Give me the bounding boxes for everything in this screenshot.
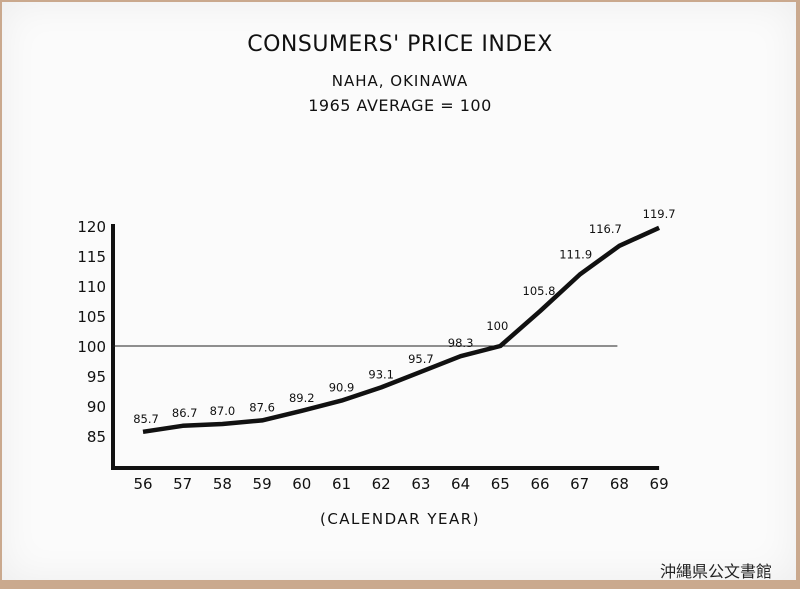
cpi-series-line — [142, 225, 661, 435]
data-label: 100 — [486, 319, 508, 333]
x-tick-label: 56 — [133, 475, 152, 493]
x-tick-labels: 56 57 58 59 60 61 62 63 64 65 66 67 68 69 — [133, 475, 668, 493]
data-label: 87.6 — [249, 400, 275, 414]
y-tick-label: 100 — [77, 338, 106, 356]
y-tick-label: 90 — [87, 398, 106, 416]
data-label: 98.3 — [448, 336, 474, 350]
x-tick-label: 60 — [292, 475, 311, 493]
data-label: 85.7 — [133, 412, 159, 426]
data-label: 95.7 — [408, 352, 434, 366]
data-label: 86.7 — [172, 406, 198, 420]
x-tick-label: 57 — [173, 475, 192, 493]
x-tick-label: 66 — [530, 475, 549, 493]
archive-stamp: 沖縄県公文書館 — [659, 562, 772, 581]
x-tick-label: 64 — [451, 475, 470, 493]
x-tick-label: 62 — [372, 475, 391, 493]
x-tick-label: 65 — [491, 475, 510, 493]
x-tick-label: 58 — [213, 475, 232, 493]
y-tick-label: 85 — [87, 428, 106, 446]
data-labels: 85.7 86.7 87.0 87.6 89.2 90.9 93.1 95.7 98.3 100 1… — [133, 207, 675, 426]
y-tick-labels: 85 90 95 100 105 110 115 120 — [77, 218, 106, 446]
data-label: 116.7 — [589, 222, 622, 236]
data-label: 111.9 — [559, 248, 592, 262]
chart-base-note: 1965 AVERAGE = 100 — [308, 96, 492, 115]
data-label: 119.7 — [643, 207, 676, 221]
chart-subtitle: NAHA, OKINAWA — [331, 72, 469, 90]
data-label: 89.2 — [289, 391, 315, 405]
x-axis-title: (CALENDAR YEAR) — [319, 510, 481, 528]
x-tick-label: 67 — [570, 475, 589, 493]
y-tick-label: 120 — [77, 218, 106, 236]
x-tick-label: 63 — [411, 475, 430, 493]
x-tick-label: 59 — [253, 475, 272, 493]
y-tick-label: 105 — [77, 308, 106, 326]
x-tick-label: 69 — [650, 475, 669, 493]
chart-title: CONSUMERS' PRICE INDEX — [247, 32, 553, 57]
x-tick-label: 61 — [332, 475, 351, 493]
x-tick-label: 68 — [610, 475, 629, 493]
data-label: 93.1 — [368, 367, 394, 381]
series-line-group — [142, 225, 661, 435]
y-tick-label: 115 — [77, 248, 106, 266]
y-tick-label: 95 — [87, 368, 106, 386]
data-label: 105.8 — [523, 284, 556, 298]
data-label: 87.0 — [210, 404, 236, 418]
photo-paper — [2, 2, 796, 580]
y-tick-label: 110 — [77, 278, 106, 296]
data-label: 90.9 — [329, 381, 355, 395]
